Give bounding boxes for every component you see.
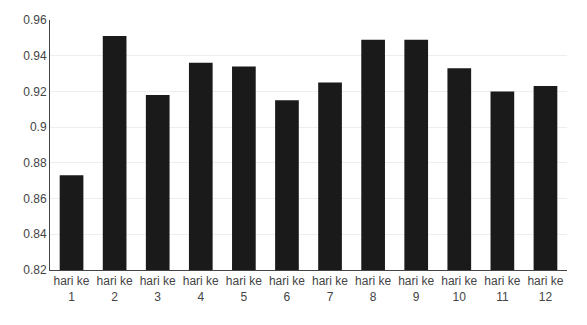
svg-text:hari ke3: hari ke3 xyxy=(140,274,176,304)
svg-text:0.96: 0.96 xyxy=(23,13,47,27)
svg-text:0.84: 0.84 xyxy=(23,227,47,241)
svg-text:0.88: 0.88 xyxy=(23,156,47,170)
svg-text:hari ke11: hari ke11 xyxy=(484,274,520,304)
svg-text:hari ke9: hari ke9 xyxy=(398,274,434,304)
svg-text:hari ke6: hari ke6 xyxy=(269,274,305,304)
svg-text:hari ke10: hari ke10 xyxy=(441,274,477,304)
svg-text:hari ke2: hari ke2 xyxy=(97,274,133,304)
svg-text:0.92: 0.92 xyxy=(23,85,47,99)
svg-text:hari ke12: hari ke12 xyxy=(527,274,563,304)
svg-text:0.86: 0.86 xyxy=(23,192,47,206)
svg-text:hari ke1: hari ke1 xyxy=(54,274,90,304)
svg-text:0.9: 0.9 xyxy=(30,120,47,134)
svg-text:hari ke7: hari ke7 xyxy=(312,274,348,304)
svg-text:hari ke5: hari ke5 xyxy=(226,274,262,304)
svg-text:0.94: 0.94 xyxy=(23,49,47,63)
svg-text:0.82: 0.82 xyxy=(23,263,47,277)
svg-text:hari ke8: hari ke8 xyxy=(355,274,391,304)
svg-text:hari ke4: hari ke4 xyxy=(183,274,219,304)
